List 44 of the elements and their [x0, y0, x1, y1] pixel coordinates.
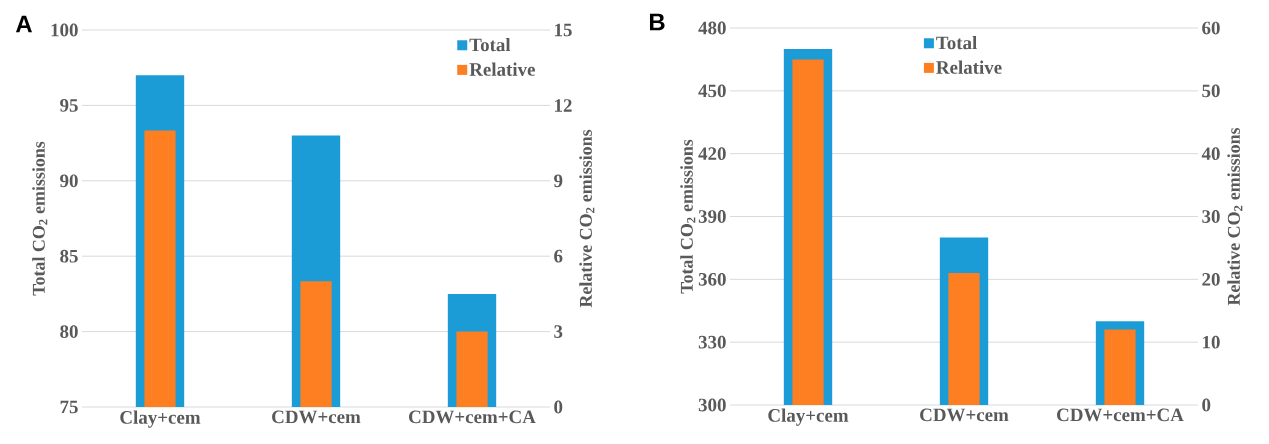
y2-tick-label: 3: [554, 325, 563, 338]
y-tick-label: 420: [698, 147, 726, 161]
y2-tick-label: 12: [555, 99, 572, 112]
y-tick-label: 390: [698, 210, 726, 223]
legend-label: Relative: [469, 62, 535, 76]
y-tick-label: 80: [60, 325, 78, 338]
y2-axis-title: Relative CO$_{2}$ emissions: [579, 129, 595, 308]
y-tick-label: 330: [698, 335, 726, 349]
y2-tick-label: 30: [1202, 210, 1220, 223]
y2-tick-label: 20: [1202, 272, 1220, 286]
chart-title: B: [649, 13, 665, 31]
x-tick-label: Clay+cem: [768, 408, 849, 426]
legend-label: Relative: [936, 60, 1002, 74]
y2-tick-label: 9: [554, 174, 563, 188]
y-axis-title: Total CO$_{2}$ emissions: [32, 141, 48, 296]
x-tick-label: CDW+cem: [272, 410, 361, 424]
y2-tick-label: 60: [1202, 21, 1220, 35]
y-tick-label: 90: [60, 174, 78, 188]
y2-tick-label: 15: [555, 23, 572, 37]
y2-tick-label: 10: [1203, 335, 1220, 349]
y-tick-label: 360: [698, 272, 726, 286]
legend-label: Total: [469, 37, 511, 52]
y-tick-label: 95: [60, 99, 78, 112]
y2-tick-label: 50: [1202, 84, 1220, 98]
y2-tick-label: 40: [1201, 147, 1220, 161]
y-tick-label: 75: [60, 400, 78, 414]
y-tick-label: 100: [51, 23, 78, 37]
x-tick-label: CDW+cem+CA: [409, 410, 536, 424]
y-tick-label: 480: [698, 21, 726, 35]
y-axis-title: Total CO$_{2}$ emissions: [680, 139, 696, 294]
y-tick-label: 85: [60, 249, 78, 263]
y2-tick-label: 0: [554, 400, 563, 414]
legend-label: Total: [936, 35, 977, 50]
x-tick-label: Clay+cem: [120, 410, 201, 428]
x-tick-label: CDW+cem+CA: [1057, 408, 1184, 422]
x-tick-label: CDW+cem: [920, 408, 1009, 422]
y2-axis-title: Relative CO$_{2}$ emissions: [1227, 127, 1243, 306]
y2-tick-label: 6: [554, 249, 563, 263]
y-tick-label: 300: [698, 398, 726, 412]
chart-title: A: [15, 15, 32, 33]
y2-tick-label: 0: [1202, 398, 1211, 412]
y-tick-label: 450: [698, 84, 726, 98]
bar: [456, 331, 488, 407]
bar: [300, 281, 332, 407]
